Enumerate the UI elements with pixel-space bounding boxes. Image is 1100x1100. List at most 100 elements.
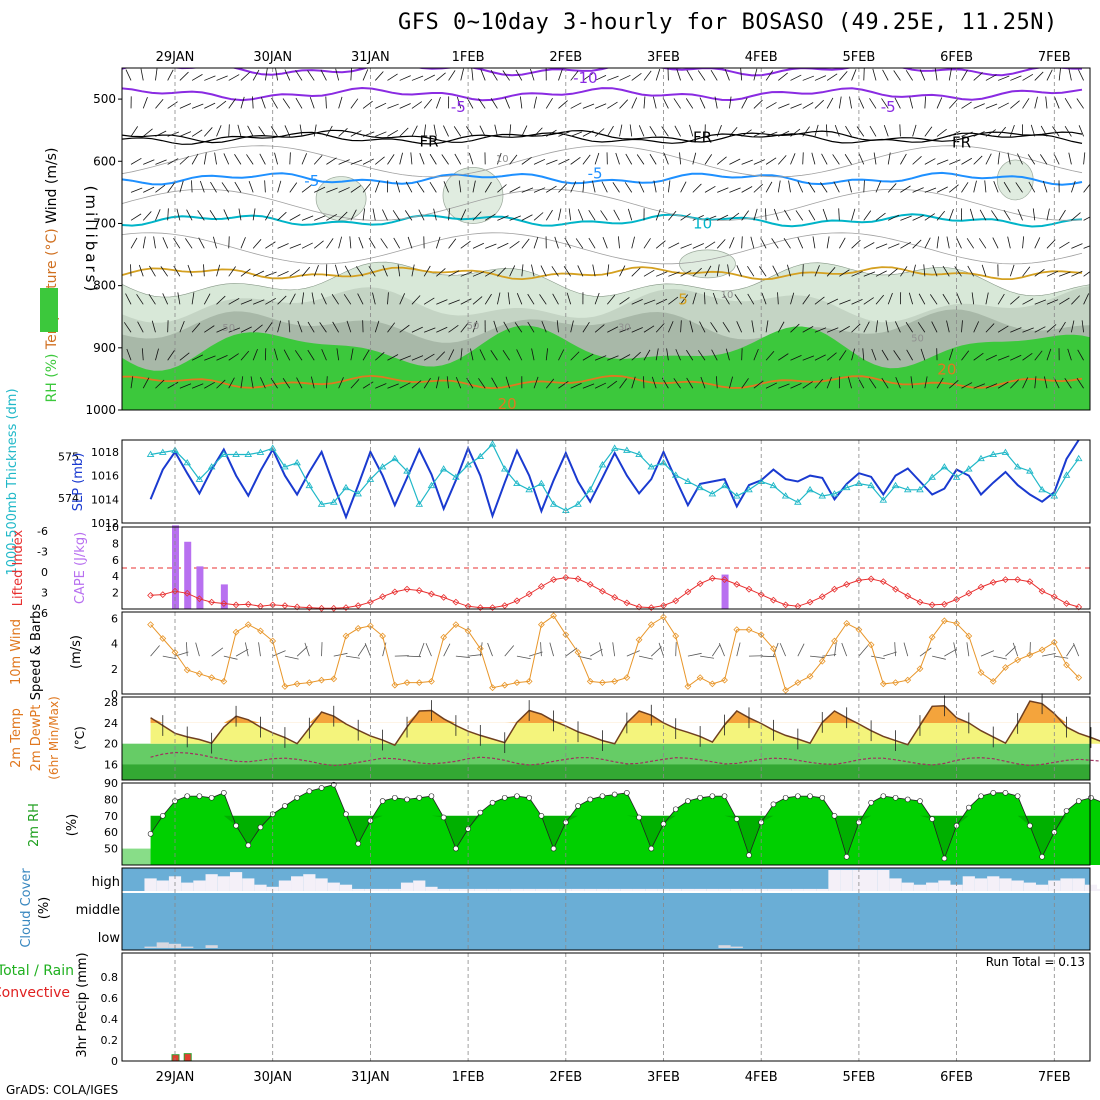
rh2m-ylabel-unit: (%) bbox=[65, 814, 80, 837]
wind-barb bbox=[130, 237, 138, 249]
wind-barb-10m bbox=[549, 642, 554, 657]
wind-barb-10m bbox=[590, 648, 603, 657]
rh2m-point bbox=[1088, 794, 1094, 801]
wind-barb bbox=[602, 237, 608, 249]
rh2m-point bbox=[538, 812, 545, 819]
wind-barb bbox=[326, 125, 333, 137]
wind-barb-10m bbox=[529, 651, 543, 657]
lifted-index-point bbox=[1050, 593, 1058, 601]
wind-barb bbox=[1003, 209, 1011, 221]
wind-barb bbox=[908, 292, 914, 305]
wind-barb bbox=[594, 128, 605, 137]
cloud-high-gap bbox=[645, 888, 658, 891]
wind-barb bbox=[155, 68, 158, 81]
rh-contour bbox=[122, 232, 1083, 265]
cloud-high-gap bbox=[620, 888, 633, 891]
wind-barb bbox=[545, 98, 553, 109]
wind-barb bbox=[1022, 98, 1030, 109]
wind-barb bbox=[282, 98, 291, 109]
wind-barb bbox=[319, 322, 327, 333]
wind-speed-point bbox=[855, 626, 863, 634]
wind-barb bbox=[541, 320, 547, 333]
wind-barb bbox=[1040, 125, 1048, 137]
wind-barb bbox=[1071, 180, 1076, 193]
wind-barb bbox=[985, 129, 996, 137]
wind-barb bbox=[521, 157, 532, 165]
wind-barb bbox=[802, 152, 804, 165]
lifted-index-point bbox=[257, 602, 264, 610]
rh2m-point bbox=[501, 794, 508, 801]
wind-barb bbox=[704, 215, 717, 221]
wind-barb bbox=[368, 265, 376, 277]
wind-barb bbox=[631, 351, 641, 361]
wind-speed-point bbox=[464, 627, 472, 635]
wind-barb bbox=[1010, 100, 1020, 109]
cloud-high-gap bbox=[229, 872, 243, 891]
wind-barb bbox=[814, 75, 827, 81]
wind-barb bbox=[460, 68, 464, 81]
rh2m-point bbox=[257, 824, 264, 831]
wind-barb bbox=[350, 68, 352, 81]
wind-barb bbox=[387, 383, 399, 389]
wind-barb bbox=[240, 299, 253, 305]
wind-barb bbox=[905, 70, 913, 81]
panel-frame bbox=[121, 696, 1091, 781]
wind-barb bbox=[199, 180, 205, 193]
cloud-high-gap bbox=[291, 876, 304, 891]
wind-barb bbox=[802, 294, 810, 305]
wind-barb bbox=[240, 376, 244, 389]
wind-barb bbox=[838, 96, 842, 109]
wind-barb bbox=[216, 264, 221, 277]
temp-tick: 20 bbox=[104, 738, 118, 751]
wind-barb bbox=[653, 96, 657, 109]
rh2m-point bbox=[1027, 822, 1033, 829]
wind-barb bbox=[472, 211, 482, 221]
wind-barb bbox=[301, 266, 311, 277]
wind-barb bbox=[936, 186, 948, 193]
wind-barb bbox=[875, 181, 882, 193]
cloud-high-gap bbox=[816, 888, 829, 891]
wind-barb bbox=[863, 180, 865, 193]
cloud-level-low: low bbox=[98, 931, 121, 946]
wind-barb bbox=[448, 270, 460, 277]
wind-barb bbox=[699, 321, 706, 333]
wind-barb bbox=[387, 103, 399, 109]
wind-barb bbox=[399, 152, 403, 165]
wind-barb bbox=[919, 69, 926, 81]
cloud-high-gap bbox=[926, 882, 939, 891]
wind-barb bbox=[759, 266, 767, 277]
wind-barb bbox=[765, 181, 773, 193]
date-label-bottom: 29JAN bbox=[156, 1070, 195, 1085]
wind-barb bbox=[875, 320, 879, 333]
thickness-point bbox=[244, 450, 253, 457]
wind-barb bbox=[380, 238, 388, 249]
grads-credit: GrADS: COLA/IGES bbox=[6, 1083, 119, 1097]
wind-barb bbox=[692, 215, 704, 221]
wind-barb bbox=[777, 321, 785, 333]
wind-barb bbox=[471, 68, 474, 81]
cloud-high-gap bbox=[681, 888, 695, 891]
date-label-bottom: 30JAN bbox=[253, 1070, 292, 1085]
cloud-high-gap bbox=[523, 888, 536, 891]
thickness-point bbox=[903, 485, 912, 493]
wind-barb bbox=[160, 266, 169, 277]
wind-barb bbox=[191, 153, 199, 165]
wind-barb bbox=[1058, 68, 1061, 81]
wind-barb bbox=[399, 293, 406, 305]
wind-speed-point bbox=[330, 675, 338, 683]
wind-barb bbox=[844, 154, 852, 165]
wind-barb bbox=[472, 180, 476, 193]
wind-speed-point bbox=[220, 677, 228, 685]
wind-barb bbox=[374, 180, 380, 193]
wind-barb bbox=[392, 210, 401, 221]
wind-barb bbox=[484, 181, 492, 193]
upper-air-ylabel: RH (%) Temperature (°C) Wind (m/s) bbox=[44, 148, 60, 403]
wind-barb bbox=[697, 350, 706, 361]
wind-barb bbox=[350, 379, 360, 389]
thickness-tick: 574 bbox=[58, 492, 79, 505]
thickness-point bbox=[171, 446, 179, 453]
wind-barb bbox=[594, 103, 607, 109]
wind-barb bbox=[289, 293, 296, 305]
wind-barb bbox=[594, 292, 600, 305]
wind-speed-point bbox=[183, 666, 191, 674]
